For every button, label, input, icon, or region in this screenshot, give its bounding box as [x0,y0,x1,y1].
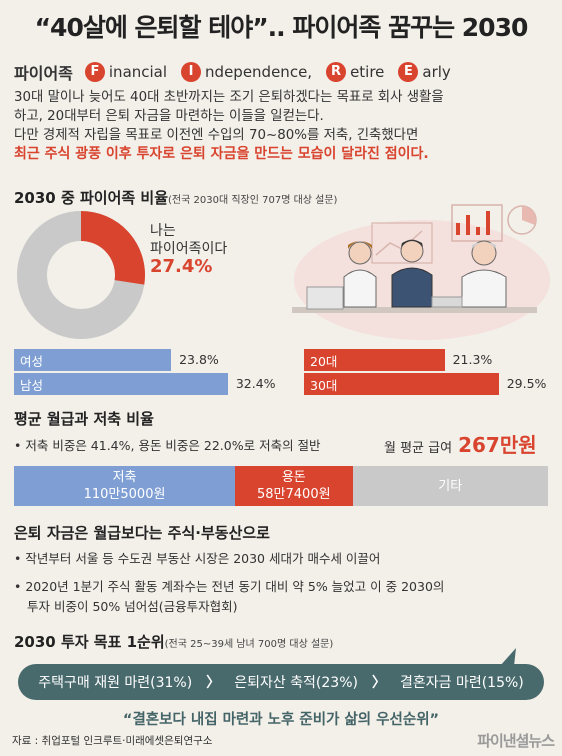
speech-tail-icon [500,648,516,666]
ratio-heading: 2030 중 파이어족 비율(전국 2030대 직장인 707명 대상 설문) [14,187,337,208]
donut-label: 나는 파이어족이다 27.4% [150,222,227,276]
intro-line: 30대 말이나 늦어도 40대 초반까지는 조기 은퇴하겠다는 목표로 회사 생… [14,90,444,105]
bar-20s: 20대 [304,349,445,371]
salary-stacked-bar: 저축 110만5000원 용돈 58만7400원 기타 [14,466,548,506]
bar-row-male: 남성 32.4% [14,373,276,395]
goal-heading-note: (전국 25~39세 남녀 700명 대상 설문) [164,639,334,650]
avg-heading: 평균 월급과 저축 비율 [14,410,154,428]
bar-row-30s: 30대 29.5% [304,373,554,395]
segment-saving: 저축 110만5000원 [14,466,236,506]
segment-allowance: 용돈 58만7400원 [235,466,353,506]
fire-letter-i: I [181,62,202,82]
intro-line: 다만 경제적 자립을 목표로 이전엔 수입의 70~80%를 저축, 긴축했다면 [14,128,419,143]
fire-letter-r: R [326,62,347,82]
invest-bullet-2: • 2020년 1분기 주식 활동 계좌수는 전년 동기 대비 약 5% 늘었고… [14,579,445,594]
bar-label-female: 여성 [20,353,44,369]
fire-letter-f: F [84,62,105,82]
donut-label-line1: 나는 [150,223,176,239]
fire-word-i: ndependence, [205,63,313,81]
goal-heading-text: 2030 투자 목표 1순위 [14,633,165,651]
fire-letter-e: E [398,62,419,82]
donut-label-line2: 파이어족이다 [150,241,228,257]
brand-logo: 파이낸셜뉴스 [477,732,555,750]
segment-allowance-amount: 58만7400원 [257,487,331,502]
invest-heading: 은퇴 자금은 월급보다는 주식·부동산으로 [14,524,270,542]
bar-label-30s: 30대 [310,377,338,393]
bar-value-male: 32.4% [235,376,276,391]
bar-value-female: 23.8% [179,352,219,367]
intro-text: 30대 말이나 늦어도 40대 초반까지는 조기 은퇴하겠다는 목표로 회사 생… [14,88,554,164]
bar-label-20s: 20대 [310,353,338,369]
intro-line: 하고, 20대부터 은퇴 자금을 마련하는 이들을 일컫는다. [14,109,324,124]
donut-slice-fire [80,211,145,285]
bar-value-20s: 21.3% [452,352,493,367]
source-text: 자료 : 취업포털 인크루트·미래에셋은퇴연구소 [12,735,213,747]
quote-text: “결혼보다 내집 마련과 노후 준비가 삶의 우선순위” [122,712,440,728]
fire-word-e: arly [422,63,451,81]
avg-bullet: • 저축 비중은 41.4%, 용돈 비중은 22.0%로 저축의 절반 [14,438,321,453]
bar-male: 남성 [14,373,228,395]
bar-female: 여성 [14,349,172,371]
arrow-icon: 〉 [206,675,221,691]
salary-value: 267만원 [458,433,537,457]
arrow-icon: 〉 [371,675,386,691]
fire-word-f: inancial [108,63,168,81]
office-workers-illustration [292,204,550,340]
bar-row-female: 여성 23.8% [14,349,274,371]
donut-value: 27.4% [150,256,213,277]
bar-row-20s: 20대 21.3% [304,349,554,371]
goal-item-3: 결혼자금 마련(15%) [399,675,524,691]
segment-saving-amount: 110만5000원 [83,487,166,502]
intro-highlight: 최근 주식 광풍 이후 투자로 은퇴 자금을 만드는 모습이 달라진 점이다. [14,146,429,162]
bar-30s: 30대 [304,373,499,395]
bar-label-male: 남성 [20,377,44,393]
fire-label: 파이어족 [14,64,73,83]
segment-other-name: 기타 [438,478,463,494]
bar-value-30s: 29.5% [506,376,547,391]
salary-info: 월 평균 급여 267만원 [384,429,537,458]
invest-bullet-1: • 작년부터 서울 등 수도권 부동산 시장은 2030 세대가 매수세 이끌어 [14,551,381,566]
goal-item-1: 주택구매 재원 마련(31%) [38,675,193,691]
invest-bullet-3: 투자 비중이 50% 넘어섬(금융투자협회) [27,599,238,614]
fire-donut-chart [17,211,145,339]
segment-allowance-name: 용돈 [281,470,306,485]
goal-heading: 2030 투자 목표 1순위(전국 25~39세 남녀 700명 대상 설문) [14,631,333,652]
page-title: “40살에 은퇴할 테야”.. 파이어족 꿈꾸는 2030 [34,13,529,42]
goal-bar: 주택구매 재원 마련(31%) 〉 은퇴자산 축적(23%) 〉 결혼자금 마련… [18,664,544,700]
fire-word-r: etire [350,63,385,81]
ratio-heading-text: 2030 중 파이어족 비율 [14,189,169,207]
goal-item-2: 은퇴자산 축적(23%) [234,675,358,691]
ratio-heading-note: (전국 2030대 직장인 707명 대상 설문) [168,195,338,206]
segment-other: 기타 [352,466,548,506]
segment-saving-name: 저축 [112,470,137,485]
salary-label: 월 평균 급여 [384,441,453,456]
